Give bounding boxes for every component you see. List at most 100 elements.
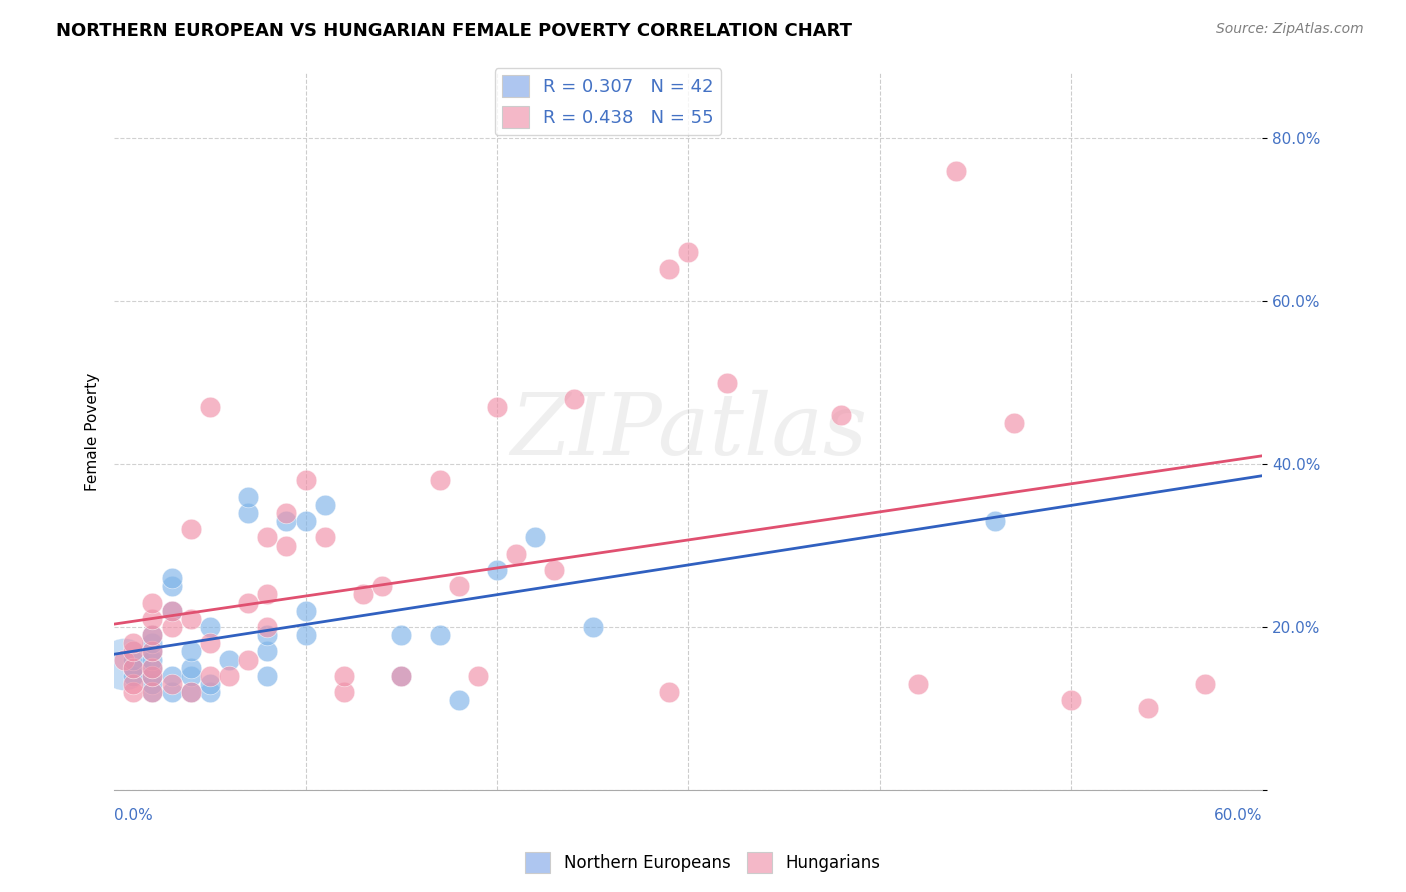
- Point: [524, 531, 547, 545]
- Point: [160, 620, 183, 634]
- Point: [141, 628, 163, 642]
- Point: [294, 604, 316, 618]
- Point: [198, 685, 221, 699]
- Point: [485, 400, 508, 414]
- Point: [1002, 417, 1025, 431]
- Point: [1136, 701, 1159, 715]
- Point: [122, 644, 145, 658]
- Text: NORTHERN EUROPEAN VS HUNGARIAN FEMALE POVERTY CORRELATION CHART: NORTHERN EUROPEAN VS HUNGARIAN FEMALE PO…: [56, 22, 852, 40]
- Point: [447, 693, 470, 707]
- Point: [141, 652, 163, 666]
- Point: [429, 474, 451, 488]
- Point: [276, 539, 298, 553]
- Point: [141, 596, 163, 610]
- Point: [141, 612, 163, 626]
- Point: [122, 661, 145, 675]
- Point: [543, 563, 565, 577]
- Point: [256, 628, 278, 642]
- Point: [256, 644, 278, 658]
- Point: [236, 506, 259, 520]
- Point: [352, 587, 374, 601]
- Point: [180, 661, 202, 675]
- Point: [122, 652, 145, 666]
- Point: [160, 604, 183, 618]
- Point: [198, 620, 221, 634]
- Point: [180, 685, 202, 699]
- Point: [658, 261, 681, 276]
- Point: [983, 514, 1005, 528]
- Point: [122, 669, 145, 683]
- Text: Source: ZipAtlas.com: Source: ZipAtlas.com: [1216, 22, 1364, 37]
- Point: [141, 669, 163, 683]
- Point: [236, 490, 259, 504]
- Point: [198, 669, 221, 683]
- Point: [371, 579, 394, 593]
- Point: [141, 628, 163, 642]
- Point: [429, 628, 451, 642]
- Point: [256, 620, 278, 634]
- Point: [1194, 677, 1216, 691]
- Point: [447, 579, 470, 593]
- Point: [141, 644, 163, 658]
- Point: [141, 661, 163, 675]
- Legend: Northern Europeans, Hungarians: Northern Europeans, Hungarians: [519, 846, 887, 880]
- Point: [582, 620, 605, 634]
- Text: 60.0%: 60.0%: [1213, 808, 1263, 823]
- Point: [256, 531, 278, 545]
- Point: [256, 587, 278, 601]
- Point: [294, 628, 316, 642]
- Point: [389, 669, 412, 683]
- Point: [333, 669, 356, 683]
- Point: [907, 677, 929, 691]
- Point: [236, 652, 259, 666]
- Point: [160, 571, 183, 585]
- Point: [314, 498, 336, 512]
- Point: [141, 661, 163, 675]
- Point: [112, 657, 135, 671]
- Point: [160, 579, 183, 593]
- Point: [505, 547, 527, 561]
- Point: [236, 596, 259, 610]
- Point: [218, 669, 240, 683]
- Point: [180, 522, 202, 536]
- Point: [141, 669, 163, 683]
- Text: ZIPatlas: ZIPatlas: [510, 390, 868, 473]
- Point: [160, 669, 183, 683]
- Point: [160, 685, 183, 699]
- Point: [218, 652, 240, 666]
- Point: [122, 677, 145, 691]
- Point: [830, 409, 852, 423]
- Point: [294, 474, 316, 488]
- Point: [180, 644, 202, 658]
- Point: [180, 685, 202, 699]
- Text: 0.0%: 0.0%: [114, 808, 153, 823]
- Legend: R = 0.307   N = 42, R = 0.438   N = 55: R = 0.307 N = 42, R = 0.438 N = 55: [495, 68, 721, 136]
- Y-axis label: Female Poverty: Female Poverty: [86, 373, 100, 491]
- Point: [256, 669, 278, 683]
- Point: [945, 164, 967, 178]
- Point: [678, 245, 700, 260]
- Point: [485, 563, 508, 577]
- Point: [294, 514, 316, 528]
- Point: [314, 531, 336, 545]
- Point: [467, 669, 489, 683]
- Point: [716, 376, 738, 390]
- Point: [141, 636, 163, 650]
- Point: [198, 636, 221, 650]
- Point: [180, 612, 202, 626]
- Point: [562, 392, 585, 406]
- Point: [141, 677, 163, 691]
- Point: [198, 677, 221, 691]
- Point: [658, 685, 681, 699]
- Point: [112, 652, 135, 666]
- Point: [141, 644, 163, 658]
- Point: [198, 400, 221, 414]
- Point: [160, 677, 183, 691]
- Point: [160, 604, 183, 618]
- Point: [1060, 693, 1083, 707]
- Point: [276, 506, 298, 520]
- Point: [389, 669, 412, 683]
- Point: [180, 669, 202, 683]
- Point: [122, 661, 145, 675]
- Point: [141, 685, 163, 699]
